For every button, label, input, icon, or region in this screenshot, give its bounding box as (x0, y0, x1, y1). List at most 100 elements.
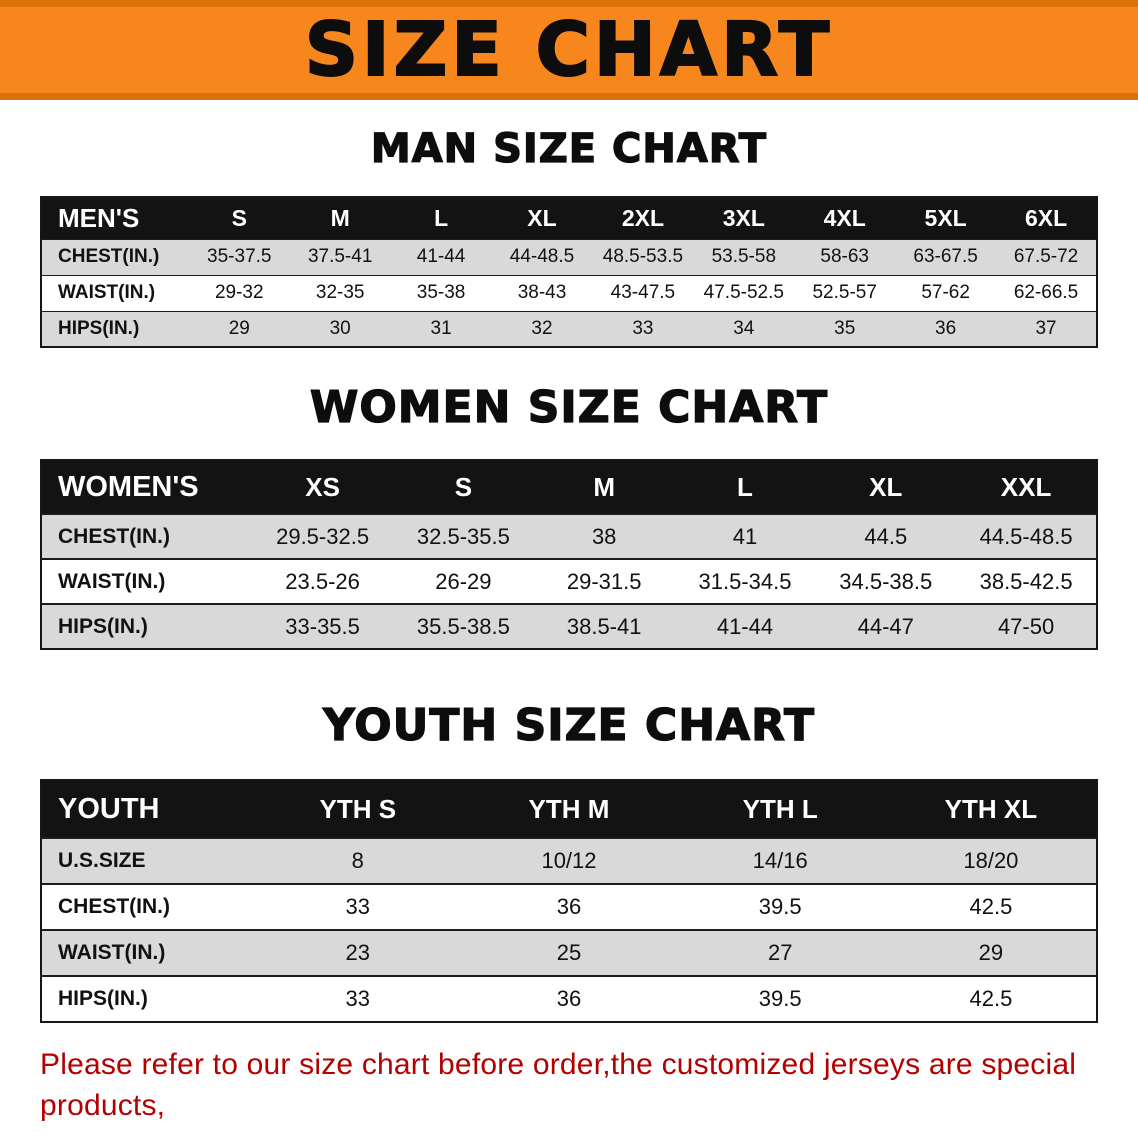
size-value: 39.5 (674, 883, 886, 930)
size-column-header: 4XL (794, 197, 896, 239)
table-row: HIPS(IN.) 33-35.5 35.5-38.5 38.5-41 41-44 44-… (41, 603, 1097, 649)
size-value: 37.5-41 (289, 238, 391, 275)
size-value: 62-66.5 (996, 274, 1097, 311)
size-value: 39.5 (674, 975, 886, 1022)
table-header-row: WOMEN'S XS S M L XL XXL (41, 460, 1097, 514)
row-label: HIPS(IN.) (41, 975, 253, 1022)
row-label: HIPS(IN.) (41, 310, 189, 347)
youth-size-table: YOUTH YTH S YTH M YTH L YTH XL U.S.SIZE 8 10/12… (40, 779, 1098, 1023)
table-title-cell: WOMEN'S (41, 460, 253, 514)
size-value: 29-32 (188, 274, 290, 311)
size-value: 36 (895, 310, 997, 347)
row-label: HIPS(IN.) (41, 603, 253, 649)
size-column-header: XL (815, 460, 957, 514)
size-value: 35 (794, 310, 896, 347)
size-value: 37 (996, 310, 1097, 347)
table-row: WAIST(IN.) 23 25 27 29 (41, 929, 1097, 976)
size-column-header: XL (491, 197, 593, 239)
size-value: 30 (289, 310, 391, 347)
size-value: 29 (188, 310, 290, 347)
size-value: 38 (533, 513, 675, 559)
size-value: 10/12 (463, 837, 675, 884)
size-value: 57-62 (895, 274, 997, 311)
size-value: 23.5-26 (252, 558, 393, 604)
table-row: HIPS(IN.) 29 30 31 32 33 34 35 36 37 (41, 310, 1097, 347)
size-column-header: YTH L (674, 780, 886, 838)
size-value: 8 (252, 837, 464, 884)
size-value: 33 (252, 975, 464, 1022)
table-row: CHEST(IN.) 35-37.5 37.5-41 41-44 44-48.5 48.5… (41, 238, 1097, 275)
size-value: 32 (491, 310, 593, 347)
row-label: CHEST(IN.) (41, 883, 253, 930)
size-column-header: S (188, 197, 290, 239)
size-value: 31 (390, 310, 492, 347)
size-value: 47-50 (956, 603, 1097, 649)
table-row: U.S.SIZE 8 10/12 14/16 18/20 (41, 837, 1097, 884)
size-value: 29-31.5 (533, 558, 675, 604)
size-column-header: YTH XL (885, 780, 1097, 838)
size-value: 42.5 (885, 975, 1097, 1022)
size-value: 14/16 (674, 837, 886, 884)
size-column-header: 5XL (895, 197, 997, 239)
table-row: WAIST(IN.) 23.5-26 26-29 29-31.5 31.5-34.5 34… (41, 558, 1097, 604)
size-value: 41-44 (390, 238, 492, 275)
men-section: MAN SIZE CHART MEN'S S M L XL 2XL 3XL 4XL 5XL 6XL… (0, 125, 1138, 348)
size-value: 41 (674, 513, 816, 559)
size-value: 23 (252, 929, 464, 976)
women-section-heading: WOMEN SIZE CHART (309, 381, 829, 433)
table-title-cell: MEN'S (41, 197, 189, 239)
size-value: 44-47 (815, 603, 957, 649)
banner: SIZE CHART (0, 0, 1138, 100)
table-header-row: YOUTH YTH S YTH M YTH L YTH XL (41, 780, 1097, 838)
row-label: WAIST(IN.) (41, 558, 253, 604)
size-value: 36 (463, 975, 675, 1022)
size-value: 25 (463, 929, 675, 976)
footer-note: Please refer to our size chart before or… (40, 1045, 1138, 1132)
size-value: 36 (463, 883, 675, 930)
size-value: 63-67.5 (895, 238, 997, 275)
size-column-header: YTH S (252, 780, 464, 838)
size-value: 33 (252, 883, 464, 930)
size-value: 52.5-57 (794, 274, 896, 311)
table-row: HIPS(IN.) 33 36 39.5 42.5 (41, 975, 1097, 1022)
size-value: 44.5-48.5 (956, 513, 1097, 559)
size-column-header: L (674, 460, 816, 514)
size-value: 67.5-72 (996, 238, 1097, 275)
footer-note-line-2: we don't accept cancel, change, teturn o… (40, 1126, 1138, 1132)
size-column-header: XS (252, 460, 393, 514)
row-label: U.S.SIZE (41, 837, 253, 884)
men-section-heading: MAN SIZE CHART (370, 125, 768, 172)
page-title: SIZE CHART (304, 7, 834, 93)
size-value: 34 (693, 310, 795, 347)
size-value: 38-43 (491, 274, 593, 311)
size-value: 41-44 (674, 603, 816, 649)
size-column-header: 3XL (693, 197, 795, 239)
size-column-header: 2XL (592, 197, 694, 239)
size-value: 29.5-32.5 (252, 513, 393, 559)
size-value: 32-35 (289, 274, 391, 311)
youth-section: YOUTH SIZE CHART YOUTH YTH S YTH M YTH L YTH… (0, 699, 1138, 1023)
size-column-header: 6XL (996, 197, 1097, 239)
size-value: 34.5-38.5 (815, 558, 957, 604)
size-value: 29 (885, 929, 1097, 976)
size-value: 42.5 (885, 883, 1097, 930)
table-title-cell: YOUTH (41, 780, 253, 838)
size-value: 47.5-52.5 (693, 274, 795, 311)
table-row: CHEST(IN.) 33 36 39.5 42.5 (41, 883, 1097, 930)
women-size-table: WOMEN'S XS S M L XL XXL CHEST(IN.) 29.5-32.5 32.5… (40, 459, 1098, 650)
size-column-header: L (390, 197, 492, 239)
size-value: 48.5-53.5 (592, 238, 694, 275)
size-value: 27 (674, 929, 886, 976)
size-value: 32.5-35.5 (392, 513, 534, 559)
size-value: 44.5 (815, 513, 957, 559)
size-value: 31.5-34.5 (674, 558, 816, 604)
row-label: WAIST(IN.) (41, 929, 253, 976)
size-column-header: M (289, 197, 391, 239)
size-value: 35.5-38.5 (392, 603, 534, 649)
size-value: 44-48.5 (491, 238, 593, 275)
size-column-header: M (533, 460, 675, 514)
size-value: 35-38 (390, 274, 492, 311)
size-value: 26-29 (392, 558, 534, 604)
size-value: 33 (592, 310, 694, 347)
